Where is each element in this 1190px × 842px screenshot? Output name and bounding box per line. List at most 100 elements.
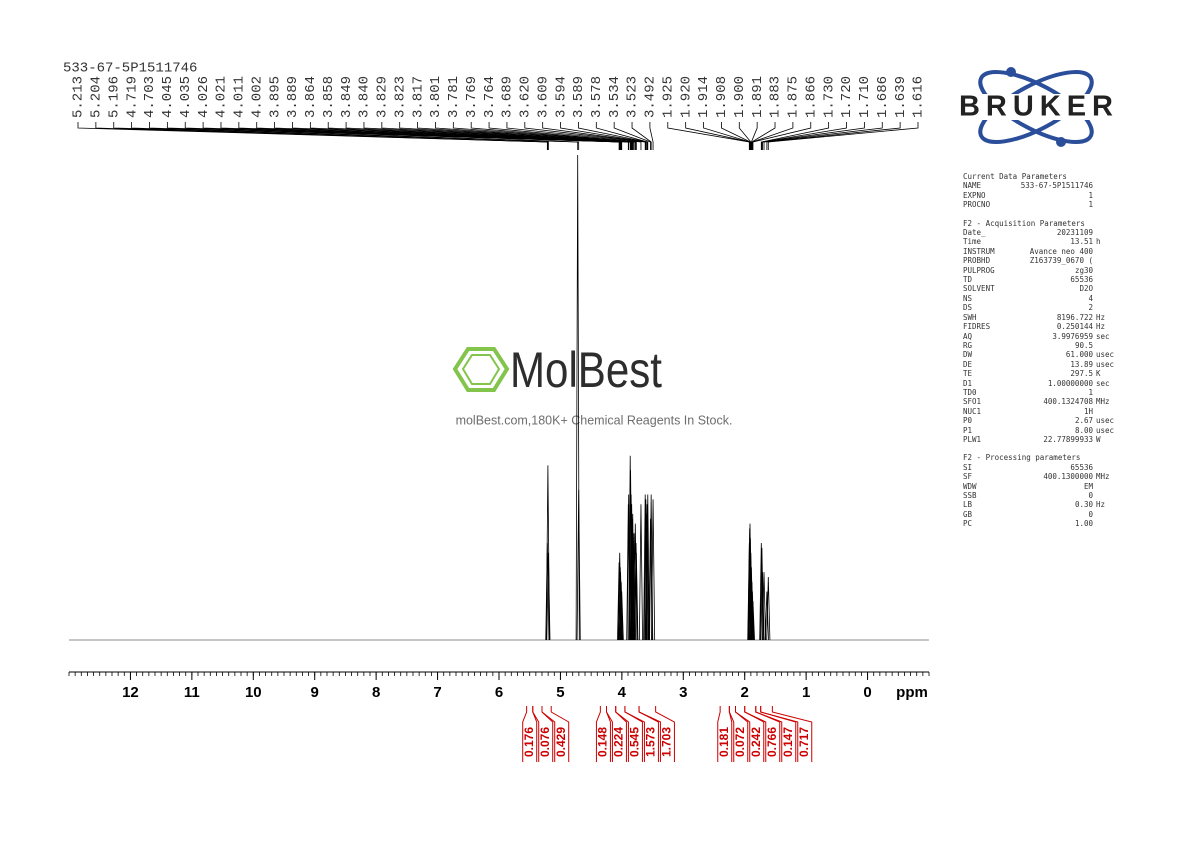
parameter-unit: K [1096,369,1101,379]
peak-label: 3.534 [607,76,623,118]
parameter-name: DE [963,359,973,369]
peak-label: 3.849 [339,76,355,118]
watermark-brand: MolBest [510,342,662,398]
parameters: Current Data Parameters NAME 533-67-5P1511… [963,172,1114,538]
integral-label: 0.717 [797,727,811,757]
peak [764,591,769,641]
parameter-row: FIDRES 0.250144 Hz [963,322,1114,331]
parameter-value: 20231109 [1056,228,1093,238]
parameter-row: SOLVENT D2O [963,284,1114,293]
peak-label: 3.817 [410,76,426,118]
parameter-unit: MHz [1096,397,1110,407]
peak-label: 3.492 [643,76,659,118]
peak [760,572,765,641]
parameter-row: RG 90.5 [963,341,1114,350]
parameter-row: SI 65536 [963,463,1114,472]
watermark-tagline: molBest.com,180K+ Chemical Reagents In S… [456,413,733,427]
parameter-row: PLW1 22.77899933 W [963,435,1114,444]
parameter-row: SFO1 400.1324708 MHz [963,397,1114,406]
peak-label: 1.920 [678,76,694,118]
integral-label: 0.176 [522,727,536,757]
parameter-unit: Hz [1096,500,1106,510]
parameter-name: PLW1 [963,434,982,444]
parameter-name: AQ [963,331,973,341]
peak-label: 1.891 [750,76,766,118]
integral-bracket [760,706,813,762]
peak-leader [292,122,630,150]
peak [575,154,580,641]
peak-label: 3.889 [285,76,301,118]
parameter-name: PC [963,519,973,529]
logo-dot [1056,137,1066,147]
peak [645,494,650,641]
parameter-name: RG [963,340,973,350]
peak [634,552,639,641]
parameter-unit: Hz [1096,322,1106,332]
peak-label: 3.840 [357,76,373,118]
logo-backdrop [958,94,1114,120]
peak-label: 1.914 [696,76,712,118]
x-tick-label: 11 [184,684,200,701]
peak [766,576,771,641]
parameter-value: 1 [1088,190,1093,200]
parameter-name: SOLVENT [963,284,995,294]
parameter-name: SWH [963,312,977,322]
parameter-value: 65536 [1070,275,1093,285]
peak-label: 4.011 [232,76,248,118]
parameter-row: PROBHD Z163739_0670 ( [963,256,1114,265]
parameter-row: PULPROG zg30 [963,266,1114,275]
peak-label: 1.908 [714,76,730,118]
peak [762,572,767,641]
peak-label: 4.002 [249,76,265,118]
parameter-name: NAME [963,181,982,191]
parameter-row: EXPNO 1 [963,191,1114,200]
parameter-name: PULPROG [963,265,995,275]
parameter-value: 65536 [1070,462,1093,472]
peak [750,601,755,641]
peak-label: 5.196 [106,76,122,118]
parameter-value: 8.00 [1074,425,1093,435]
integral-label: 0.242 [749,727,763,757]
integral-label: 0.147 [781,727,795,757]
parameter-row: D1 1.00000000 sec [963,379,1114,388]
peak-label: 1.639 [893,76,909,118]
peak-leader [345,122,632,150]
parameter-value: 2.67 [1074,416,1093,426]
peak-leader [149,122,580,150]
peak-label: 4.045 [160,76,176,118]
peak-leader [631,122,652,150]
peak-leader [751,122,794,150]
integral-label: 1.703 [660,727,674,757]
parameter-value: 1 [1088,387,1093,397]
parameter-name: DS [963,303,973,313]
peak-leader [452,122,636,150]
peak-label: 5.213 [71,76,87,118]
logo-orbit [978,70,1094,144]
parameter-name: TD0 [963,387,977,397]
peak-label: 3.895 [267,76,283,118]
peak-label: 3.689 [500,76,516,118]
watermark-hexagon [461,354,501,385]
peak [619,591,624,641]
parameter-unit: h [1096,237,1101,247]
parameter-section: F2 - Acquisition Parameters Date_ 20231109… [963,219,1114,445]
parameter-section: Current Data Parameters NAME 533-67-5P1511… [963,172,1114,210]
peak-label: 1.883 [768,76,784,118]
peak-label: 4.719 [124,76,140,118]
parameter-name: NUC1 [963,406,982,416]
parameter-unit: W [1096,434,1101,444]
peak-label: 3.801 [428,76,444,118]
x-tick-label: 7 [433,684,441,701]
x-tick-label: 9 [311,684,319,701]
integral-bracket [638,706,675,762]
peak-label: 3.769 [464,76,480,118]
x-tick-label: 2 [741,684,749,701]
peak-label: 1.900 [732,76,748,118]
parameter-row: P1 8.00 usec [963,426,1114,435]
peak-leader [721,122,751,150]
peak-label: 3.594 [553,76,569,118]
parameter-value: 400.1300000 [1043,472,1093,482]
parameter-unit: usec [1096,359,1115,369]
parameter-row: TD 65536 [963,275,1114,284]
